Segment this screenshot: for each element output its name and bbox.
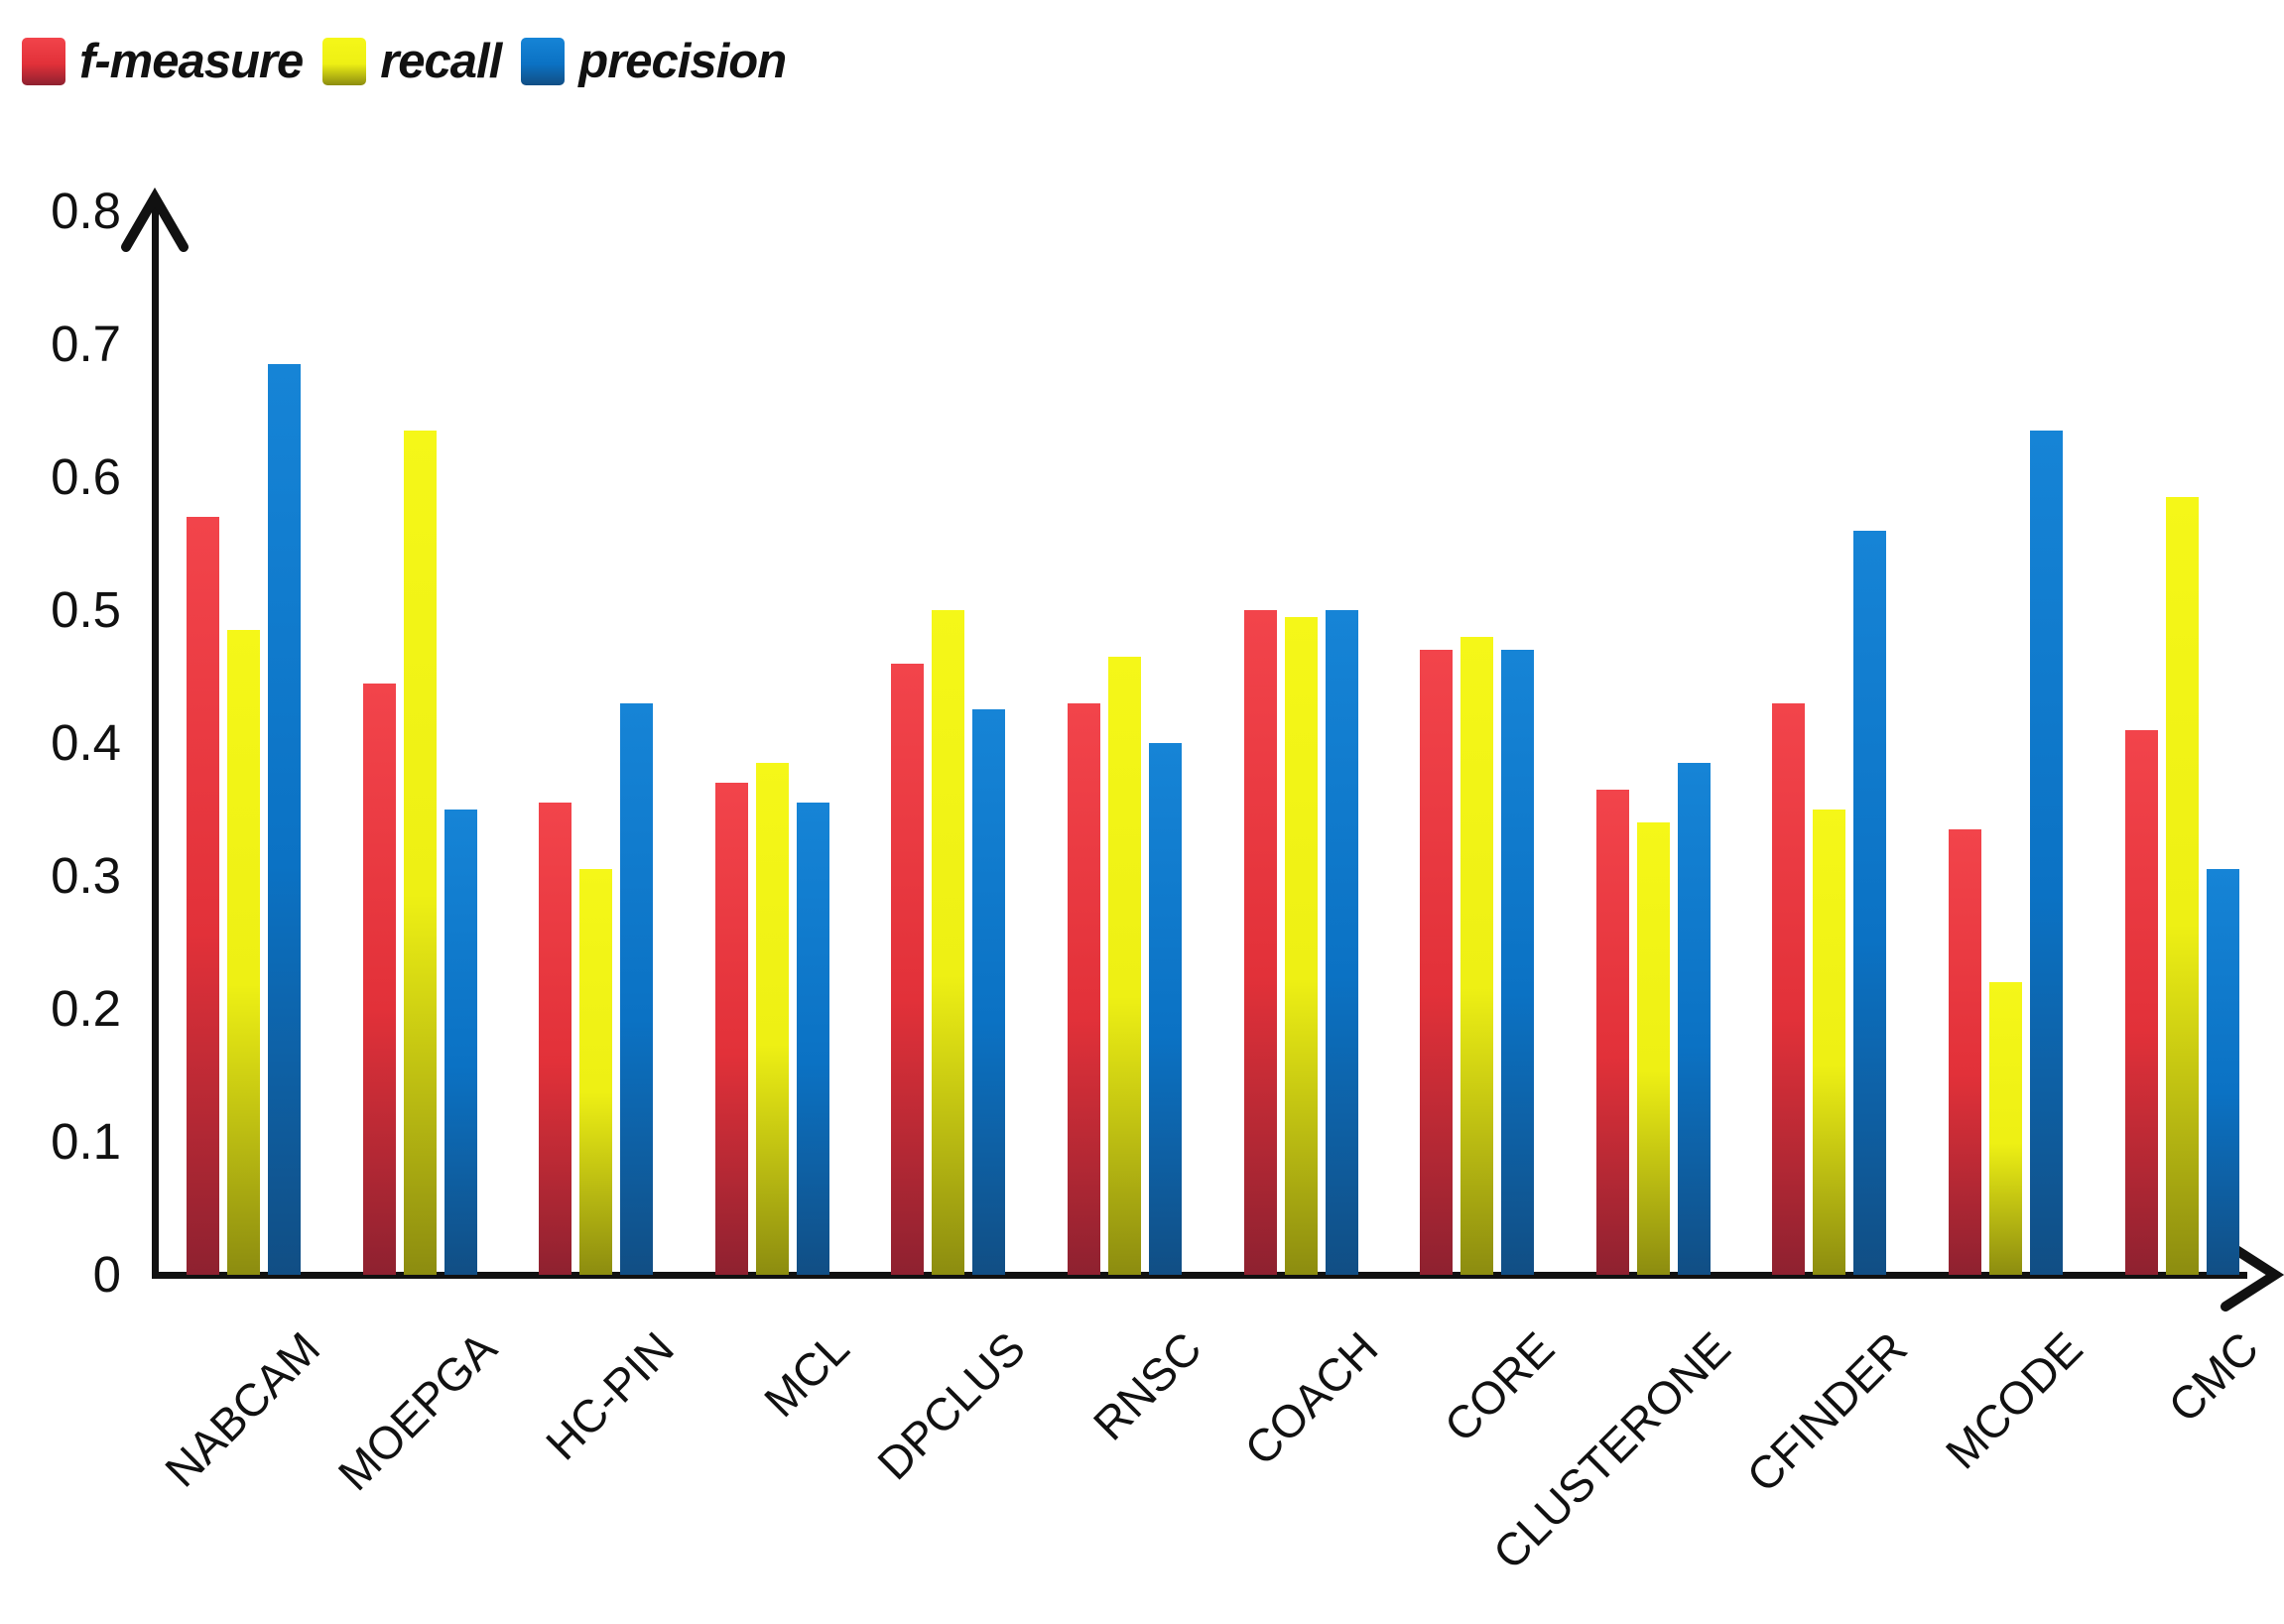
bar-HC-PIN-f-measure	[539, 803, 571, 1275]
legend-label: f-measure	[79, 35, 304, 88]
bar-RNSC-recall	[1108, 657, 1141, 1275]
y-tick-label: 0.3	[51, 847, 121, 904]
bar-MOEPGA-precision	[444, 810, 477, 1275]
bar-MCODE-recall	[1989, 982, 2022, 1275]
bar-COACH-recall	[1285, 617, 1318, 1275]
legend-item-f-measure: f-measure	[22, 34, 304, 89]
y-tick-label: 0.8	[51, 183, 121, 239]
bar-CMC-f-measure	[2125, 730, 2158, 1275]
bar-RNSC-f-measure	[1068, 703, 1100, 1275]
bar-CFINDER-f-measure	[1772, 703, 1805, 1275]
y-tick-label: 0.2	[51, 980, 121, 1037]
chart-legend: f-measure recall precision	[22, 34, 787, 89]
bar-MOEPGA-f-measure	[363, 684, 396, 1275]
bar-COACH-precision	[1326, 610, 1358, 1275]
bar-HC-PIN-recall	[579, 869, 612, 1275]
bar-MOEPGA-recall	[404, 431, 437, 1275]
bar-NABCAM-precision	[268, 364, 301, 1275]
y-tick-label: 0.5	[51, 581, 121, 638]
bar-CFINDER-precision	[1853, 531, 1886, 1275]
bar-CFINDER-recall	[1813, 810, 1845, 1275]
yellow-swatch-icon	[322, 38, 367, 85]
bar-MCL-f-measure	[715, 783, 748, 1275]
x-axis-line	[152, 1272, 2247, 1279]
y-axis-arrow-icon	[121, 187, 189, 252]
bar-CORE-recall	[1460, 637, 1493, 1275]
bar-CORE-precision	[1501, 650, 1534, 1275]
y-tick-label: 0.7	[51, 315, 121, 372]
bar-CORE-f-measure	[1420, 650, 1453, 1275]
legend-label: precision	[578, 35, 787, 88]
bar-CMC-recall	[2166, 497, 2199, 1275]
y-tick-label: 0	[92, 1246, 121, 1303]
bar-RNSC-precision	[1149, 743, 1182, 1275]
legend-item-precision: precision	[521, 34, 787, 89]
bar-CMC-precision	[2207, 869, 2239, 1275]
red-swatch-icon	[22, 38, 65, 85]
bar-CLUSTERONE-recall	[1637, 822, 1670, 1275]
bar-DPCLUS-recall	[932, 610, 964, 1275]
bar-DPCLUS-f-measure	[891, 664, 924, 1275]
y-tick-label: 0.4	[51, 714, 121, 771]
bar-CLUSTERONE-f-measure	[1596, 790, 1629, 1275]
bar-MCL-precision	[797, 803, 829, 1275]
bar-DPCLUS-precision	[972, 709, 1005, 1275]
blue-swatch-icon	[521, 38, 566, 85]
y-tick-label: 0.1	[51, 1113, 121, 1170]
bar-MCODE-f-measure	[1949, 829, 1981, 1275]
bar-MCL-recall	[756, 763, 789, 1275]
legend-label: recall	[380, 35, 502, 88]
bar-COACH-f-measure	[1244, 610, 1277, 1275]
bar-MCODE-precision	[2030, 431, 2063, 1275]
bar-NABCAM-f-measure	[187, 517, 219, 1275]
legend-item-recall: recall	[322, 34, 502, 89]
bar-CLUSTERONE-precision	[1678, 763, 1711, 1275]
bar-HC-PIN-precision	[620, 703, 653, 1275]
y-tick-label: 0.6	[51, 448, 121, 505]
y-axis-line	[152, 198, 159, 1279]
bar-NABCAM-recall	[227, 630, 260, 1275]
x-axis-arrow-icon	[2221, 1238, 2284, 1312]
